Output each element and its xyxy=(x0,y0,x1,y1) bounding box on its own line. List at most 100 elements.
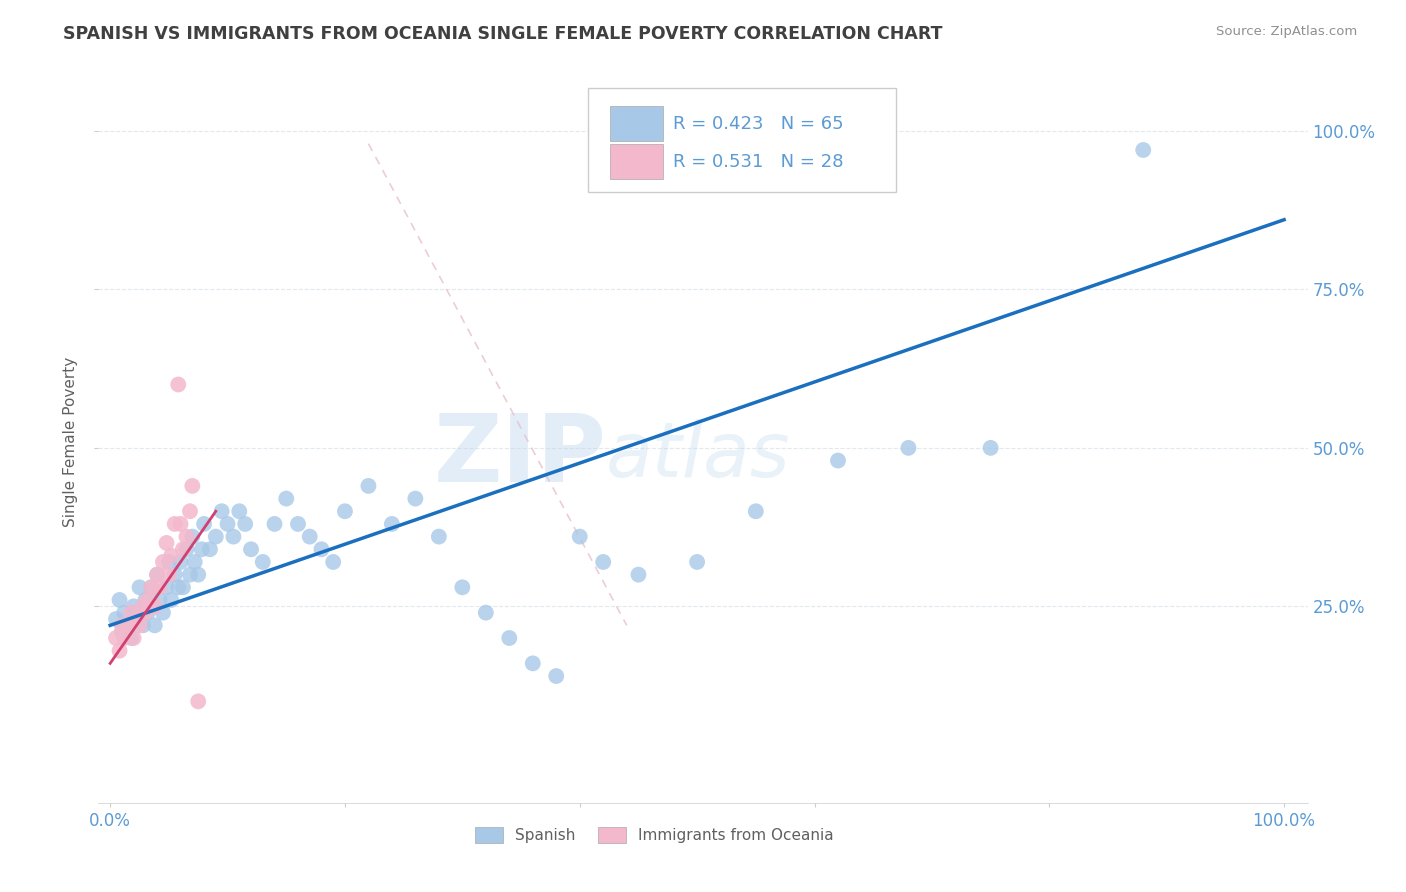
Point xyxy=(120,606,142,620)
Point xyxy=(148,593,170,607)
Point xyxy=(686,555,709,569)
Point xyxy=(263,516,285,531)
Point xyxy=(179,567,201,582)
Point xyxy=(132,618,155,632)
Point xyxy=(136,593,159,607)
Point xyxy=(143,618,166,632)
Point xyxy=(157,567,180,582)
Point xyxy=(211,504,233,518)
Point xyxy=(167,580,190,594)
Point xyxy=(128,580,150,594)
Point xyxy=(287,516,309,531)
Text: ZIP: ZIP xyxy=(433,410,606,502)
Point xyxy=(198,542,221,557)
Point xyxy=(404,491,426,506)
Point xyxy=(627,567,650,582)
Point xyxy=(132,599,155,614)
Point xyxy=(160,593,183,607)
Point xyxy=(1132,143,1154,157)
Point xyxy=(169,516,191,531)
Point xyxy=(233,516,256,531)
Point xyxy=(169,555,191,569)
Point xyxy=(193,516,215,531)
Point xyxy=(980,441,1002,455)
Point xyxy=(141,580,163,594)
Point xyxy=(568,530,591,544)
Point xyxy=(181,479,204,493)
FancyBboxPatch shape xyxy=(610,106,664,141)
Point xyxy=(108,643,131,657)
Point xyxy=(827,453,849,467)
Point xyxy=(187,694,209,708)
Text: R = 0.423   N = 65: R = 0.423 N = 65 xyxy=(672,115,844,133)
Point xyxy=(157,555,180,569)
Point xyxy=(252,555,274,569)
Point xyxy=(427,530,450,544)
Legend: Spanish, Immigrants from Oceania: Spanish, Immigrants from Oceania xyxy=(470,822,839,849)
Point xyxy=(152,555,174,569)
Point xyxy=(125,612,148,626)
Point xyxy=(117,618,139,632)
Point xyxy=(148,580,170,594)
Point xyxy=(155,536,177,550)
Point xyxy=(222,530,245,544)
Point xyxy=(160,549,183,563)
Point xyxy=(122,599,145,614)
Point xyxy=(181,530,204,544)
FancyBboxPatch shape xyxy=(588,87,897,193)
Point xyxy=(122,631,145,645)
Point xyxy=(183,555,205,569)
Point xyxy=(204,530,226,544)
Point xyxy=(172,580,194,594)
Point xyxy=(172,542,194,557)
Point xyxy=(128,618,150,632)
Point xyxy=(136,606,159,620)
Point xyxy=(125,612,148,626)
Point xyxy=(163,567,186,582)
Point xyxy=(187,567,209,582)
Point xyxy=(298,530,321,544)
Point xyxy=(475,606,498,620)
Point xyxy=(190,542,212,557)
Point xyxy=(167,377,190,392)
Point xyxy=(381,516,404,531)
Point xyxy=(163,516,186,531)
Point xyxy=(146,567,169,582)
Point xyxy=(120,631,142,645)
Point xyxy=(357,479,380,493)
Point xyxy=(451,580,474,594)
Point xyxy=(897,441,920,455)
Point xyxy=(228,504,250,518)
Point xyxy=(105,612,128,626)
Point xyxy=(217,516,239,531)
Point xyxy=(141,580,163,594)
Point xyxy=(176,530,198,544)
Point xyxy=(134,606,156,620)
Point xyxy=(240,542,263,557)
Point xyxy=(134,593,156,607)
Point xyxy=(745,504,768,518)
Y-axis label: Single Female Poverty: Single Female Poverty xyxy=(63,357,79,526)
Point xyxy=(111,624,134,639)
Text: atlas: atlas xyxy=(606,419,790,493)
Text: Source: ZipAtlas.com: Source: ZipAtlas.com xyxy=(1216,25,1357,38)
Point xyxy=(592,555,614,569)
Point xyxy=(498,631,520,645)
Point xyxy=(112,631,135,645)
Point xyxy=(546,669,568,683)
Point xyxy=(152,606,174,620)
Point xyxy=(311,542,333,557)
Point xyxy=(155,580,177,594)
Point xyxy=(322,555,344,569)
Point xyxy=(108,593,131,607)
Point xyxy=(112,606,135,620)
Point xyxy=(179,504,201,518)
Text: R = 0.531   N = 28: R = 0.531 N = 28 xyxy=(672,153,844,170)
Point xyxy=(276,491,298,506)
Point xyxy=(333,504,356,518)
Text: SPANISH VS IMMIGRANTS FROM OCEANIA SINGLE FEMALE POVERTY CORRELATION CHART: SPANISH VS IMMIGRANTS FROM OCEANIA SINGL… xyxy=(63,25,943,43)
Point xyxy=(522,657,544,671)
FancyBboxPatch shape xyxy=(610,145,664,179)
Point xyxy=(146,567,169,582)
Point xyxy=(176,542,198,557)
